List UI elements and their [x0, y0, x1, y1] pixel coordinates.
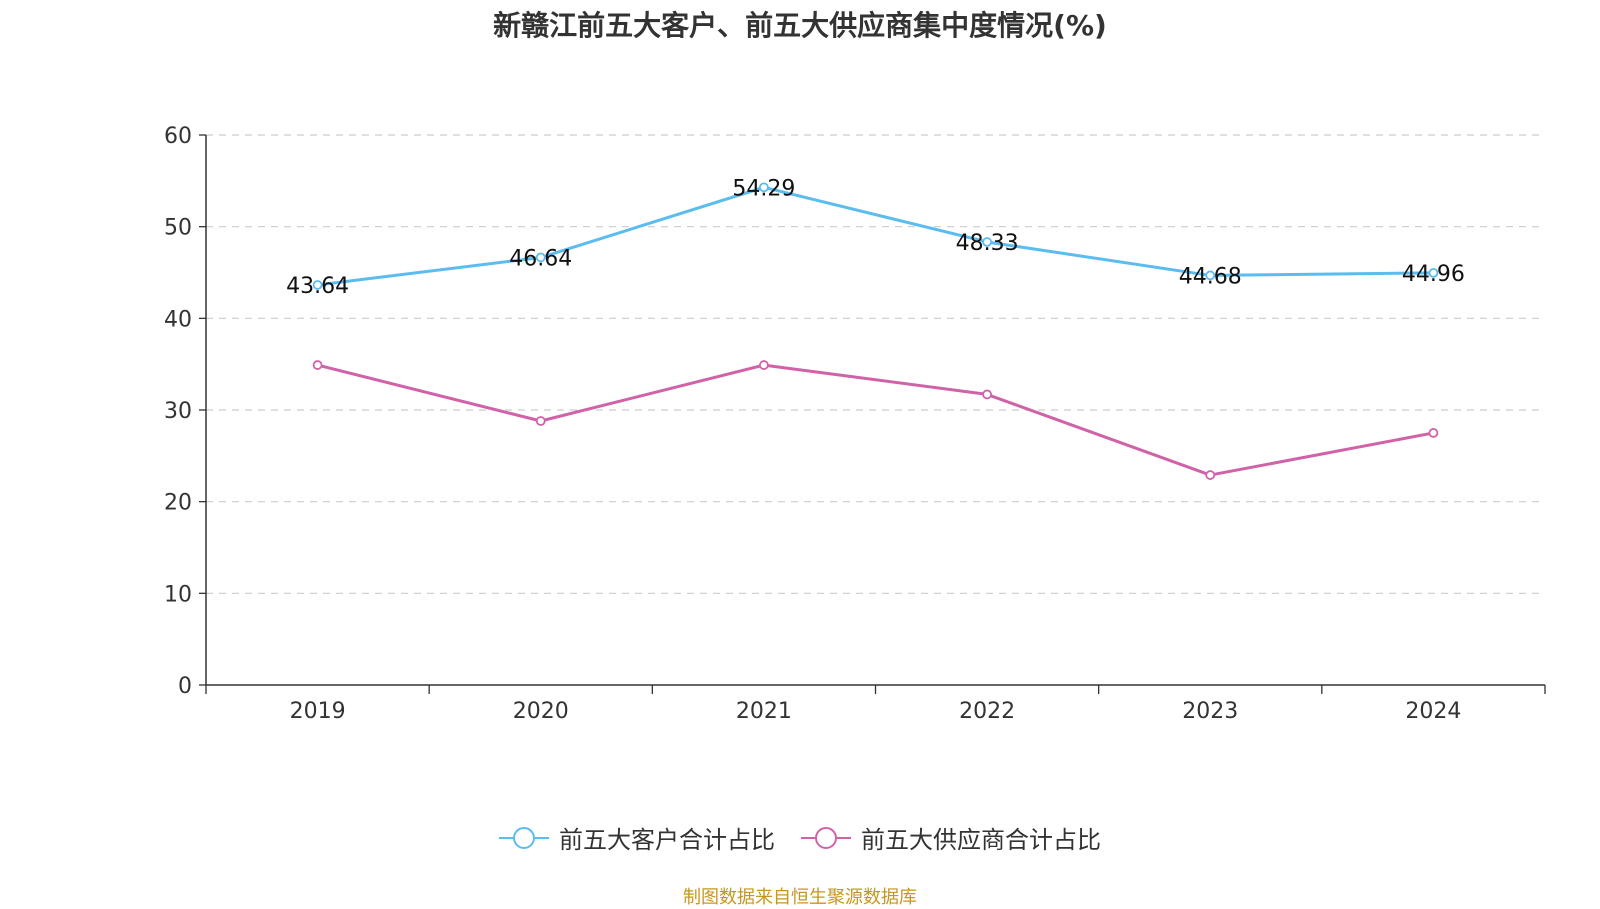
- y-tick-label: 20: [164, 491, 192, 516]
- data-point: [759, 360, 769, 370]
- axes: 0 10 20 30 40 50 60 2019 2020 2021 2022 2023 2024: [164, 124, 1546, 724]
- data-label: 44.68: [1179, 264, 1242, 289]
- data-point: [982, 237, 992, 247]
- y-tick-label: 50: [164, 216, 192, 241]
- legend: 前五大客户合计占比 前五大供应商合计占比: [0, 820, 1600, 855]
- data-point: [1205, 270, 1216, 281]
- x-tick-label: 2023: [1182, 699, 1238, 724]
- series-lines: [312, 182, 1439, 480]
- data-point: [759, 182, 769, 193]
- legend-label-suppliers: 前五大供应商合计占比: [861, 826, 1101, 854]
- data-labels: 43.64 46.64 54.29 48.33 44.68 44.96: [286, 176, 1465, 299]
- data-point: [535, 416, 546, 426]
- data-label: 44.96: [1402, 262, 1465, 287]
- legend-line-circle-icon: [499, 826, 549, 849]
- data-point: [312, 360, 323, 370]
- grid-lines: [206, 134, 1545, 594]
- data-point: [312, 280, 323, 290]
- x-tick-label: 2020: [513, 699, 569, 724]
- y-tick-label: 0: [178, 674, 192, 699]
- x-tick-label: 2021: [736, 699, 792, 724]
- data-label: 54.29: [732, 176, 795, 201]
- y-tick-label: 60: [164, 124, 192, 149]
- chart-title: 新赣江前五大客户、前五大供应商集中度情况(%): [493, 9, 1107, 42]
- data-point: [1205, 470, 1216, 480]
- x-tick-label: 2024: [1405, 699, 1461, 724]
- data-point: [1428, 267, 1439, 278]
- data-label: 46.64: [509, 246, 572, 271]
- y-tick-label: 30: [164, 399, 192, 424]
- data-label: 43.64: [286, 274, 349, 299]
- legend-label-customers: 前五大客户合计占比: [559, 826, 775, 854]
- series-line-1: [317, 363, 1434, 477]
- source-note: 制图数据来自恒生聚源数据库: [683, 887, 917, 908]
- x-tick-label: 2022: [959, 699, 1015, 724]
- series-line-0: [317, 185, 1434, 287]
- legend-item-suppliers[interactable]: 前五大供应商合计占比: [801, 820, 1101, 855]
- y-tick-label: 10: [164, 582, 192, 607]
- x-tick-label: 2019: [290, 699, 346, 724]
- data-label: 48.33: [956, 231, 1019, 256]
- data-point: [1428, 428, 1439, 438]
- data-point: [535, 252, 546, 263]
- legend-item-customers[interactable]: 前五大客户合计占比: [499, 820, 775, 855]
- y-tick-label: 40: [164, 307, 192, 332]
- legend-line-circle-icon: [801, 826, 851, 849]
- data-point: [982, 389, 992, 400]
